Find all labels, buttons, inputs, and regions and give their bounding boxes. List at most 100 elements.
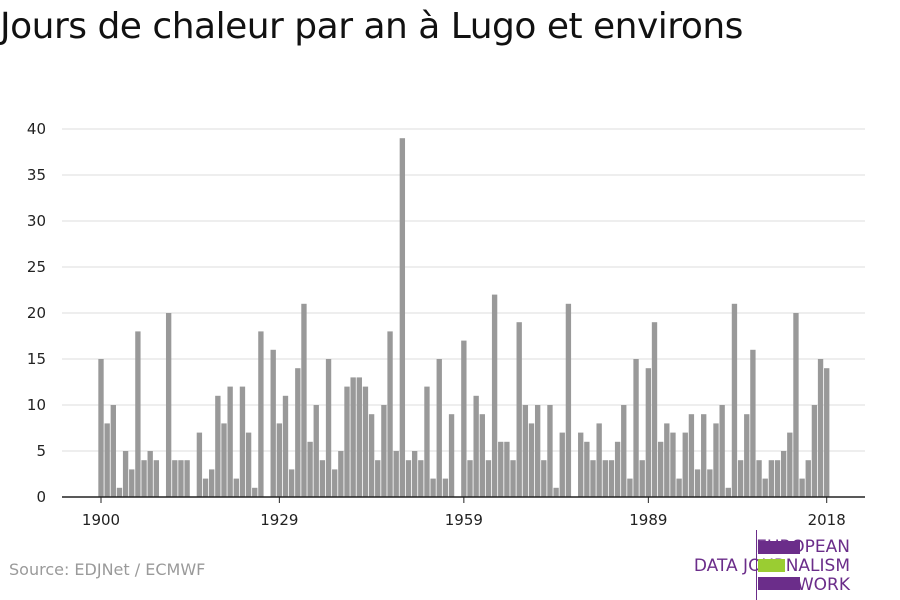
bar-1966 (504, 441, 510, 497)
bar-1909 (153, 460, 160, 497)
bar-1928 (270, 349, 276, 497)
bar-1970 (528, 423, 535, 497)
bar-1978 (578, 432, 584, 497)
bar-1934 (307, 441, 313, 497)
x-tick-label: 1989 (629, 511, 667, 529)
bar-1993 (670, 432, 676, 497)
bar-1913 (178, 460, 184, 497)
y-tick-label: 35 (27, 166, 46, 184)
bar-1980 (590, 460, 596, 497)
x-tick-label: 2018 (808, 511, 846, 529)
bar-2000 (713, 423, 719, 497)
bar-2003 (731, 303, 738, 497)
bar-2014 (799, 478, 805, 497)
bar-1945 (375, 460, 381, 497)
bar-1982 (602, 460, 608, 497)
bar-1907 (141, 460, 147, 497)
bar-1998 (701, 414, 707, 497)
bar-2012 (787, 432, 793, 497)
bar-1985 (621, 405, 627, 497)
y-tick-label: 0 (36, 488, 46, 506)
bar-1957 (448, 414, 455, 497)
bar-1968 (516, 322, 522, 497)
source-note: Source: EDJNet / ECMWF (9, 560, 206, 579)
bar-1969 (522, 405, 529, 497)
y-tick-label: 5 (36, 442, 46, 460)
bar-1919 (215, 395, 221, 497)
bar-2013 (793, 313, 799, 497)
bar-1922 (233, 478, 239, 497)
bar-1902 (110, 405, 116, 497)
bar-1971 (534, 405, 541, 497)
y-axis-ticks: 0 5 10 15 20 25 30 35 40 (27, 120, 46, 506)
bar-1941 (350, 377, 356, 497)
y-tick-label: 10 (27, 396, 46, 414)
x-tick-label: 1900 (82, 511, 120, 529)
bar-1946 (381, 405, 387, 497)
bar-1935 (313, 405, 319, 497)
bar-1964 (491, 294, 498, 497)
bar-2007 (756, 460, 762, 497)
bar-1967 (510, 460, 516, 497)
bar-2009 (768, 460, 775, 497)
bar-1986 (627, 478, 633, 497)
bar-2001 (719, 405, 725, 497)
bar-2011 (780, 451, 787, 497)
bar-1963 (485, 460, 492, 497)
bar-1979 (584, 441, 590, 497)
bar-2002 (725, 487, 731, 497)
bar-1914 (184, 460, 190, 497)
logo-bar-purple-bottom (758, 577, 800, 590)
bar-1926 (258, 331, 264, 497)
bar-1905 (129, 469, 135, 497)
bar-1992 (664, 423, 670, 497)
bar-1965 (498, 441, 504, 497)
bar-1911 (165, 313, 172, 497)
bar-2015 (805, 460, 811, 497)
bar-1930 (282, 395, 289, 497)
bar-1925 (252, 487, 258, 497)
bar-1916 (196, 432, 203, 497)
chart-title: Jours de chaleur par an à Lugo et enviro… (0, 6, 743, 47)
y-tick-label: 30 (27, 212, 46, 230)
bar-1906 (135, 331, 141, 497)
bar-1999 (707, 469, 713, 497)
bar-1940 (344, 386, 350, 497)
logo-divider (756, 530, 757, 600)
bar-2006 (750, 349, 756, 497)
bars (98, 138, 830, 497)
bar-1995 (682, 432, 688, 497)
x-tick-label: 1959 (445, 511, 483, 529)
bar-1903 (116, 487, 123, 497)
bar-1917 (202, 478, 209, 497)
bar-1920 (221, 423, 227, 497)
bar-1952 (418, 460, 424, 497)
bar-1988 (639, 460, 645, 497)
bar-1981 (596, 423, 602, 497)
bar-1939 (338, 451, 344, 497)
x-tick-label: 1929 (260, 511, 298, 529)
y-tick-label: 40 (27, 120, 46, 138)
bar-1994 (676, 478, 682, 497)
bar-2005 (744, 414, 750, 497)
bar-1962 (479, 414, 485, 497)
logo-bar-green (758, 559, 785, 572)
bar-1931 (288, 469, 295, 497)
bar-2008 (762, 478, 768, 497)
bar-2017 (817, 359, 824, 497)
bar-1908 (147, 451, 153, 497)
bar-1949 (399, 138, 406, 497)
edjnet-logo: EUROPEAN DATA JOURNALISM NETWORK (694, 530, 900, 600)
bar-1924 (245, 432, 252, 497)
bar-1901 (104, 423, 110, 497)
y-tick-label: 25 (27, 258, 46, 276)
bar-1950 (405, 460, 412, 497)
bar-1953 (424, 386, 430, 497)
x-axis-ticks: 1900 1929 1959 1989 2018 (82, 497, 846, 529)
bar-1929 (276, 423, 283, 497)
bar-1918 (209, 469, 215, 497)
bar-1996 (688, 414, 695, 497)
bar-1973 (547, 405, 553, 497)
bar-1976 (565, 303, 572, 497)
